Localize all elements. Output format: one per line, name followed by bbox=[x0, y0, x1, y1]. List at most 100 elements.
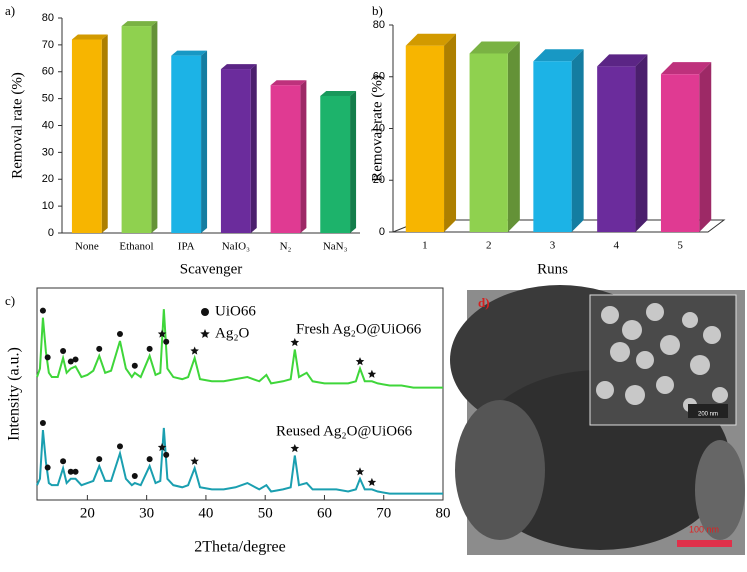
bar-top bbox=[660, 62, 712, 75]
y-axis-label: Removal rate (%) bbox=[9, 72, 25, 179]
uio66-marker bbox=[60, 458, 67, 465]
uio66-marker bbox=[44, 464, 51, 471]
bar-top bbox=[270, 80, 307, 86]
inset-scale-box bbox=[688, 404, 728, 418]
annotation: Fresh Ag₂O@UiO66 bbox=[296, 321, 422, 337]
y-tick-label: 70 bbox=[42, 39, 54, 51]
y-tick-label: 80 bbox=[42, 12, 54, 24]
y-tick-label: 80 bbox=[373, 19, 385, 31]
bar-side bbox=[350, 90, 357, 233]
ag2o-marker bbox=[157, 329, 167, 338]
ag2o-marker bbox=[290, 444, 300, 453]
uio66-marker bbox=[131, 362, 138, 369]
bar-side bbox=[444, 33, 457, 233]
x-axis-label: Scavenger bbox=[180, 261, 242, 277]
bar-side bbox=[250, 64, 257, 233]
bar-side bbox=[635, 54, 648, 233]
bar bbox=[533, 61, 572, 232]
bar bbox=[597, 66, 636, 233]
uio66-marker bbox=[67, 358, 74, 365]
bar bbox=[171, 55, 202, 233]
x-tick-label: N₂ bbox=[280, 241, 292, 253]
bar bbox=[405, 45, 445, 233]
x-tick-label: 40 bbox=[198, 505, 213, 521]
bar-top bbox=[469, 41, 520, 54]
legend-symbol bbox=[200, 329, 210, 338]
uio66-marker bbox=[96, 456, 103, 463]
scale-bar bbox=[677, 540, 732, 547]
legend-label: UiO66 bbox=[215, 303, 256, 319]
bar-top bbox=[533, 49, 584, 62]
uio66-marker bbox=[60, 347, 67, 354]
y-axis-label: Removal rate (%) bbox=[369, 75, 385, 182]
uio66-marker bbox=[116, 331, 123, 337]
panel-label: d) bbox=[478, 295, 490, 310]
ag2o-marker bbox=[190, 456, 199, 465]
bar bbox=[270, 85, 301, 233]
y-tick-label: 0 bbox=[48, 227, 54, 239]
ag2o-marker bbox=[157, 442, 167, 452]
x-axis-label: 2Theta/degree bbox=[194, 539, 286, 556]
x-tick-label: 2 bbox=[486, 240, 492, 252]
uio66-marker bbox=[131, 473, 138, 480]
ag2o-marker bbox=[355, 467, 365, 476]
bar-top bbox=[405, 33, 457, 46]
x-tick-label: 30 bbox=[139, 505, 154, 521]
bar-side bbox=[571, 49, 584, 232]
bar-top bbox=[220, 64, 257, 70]
x-tick-label: NaN₃ bbox=[323, 241, 348, 253]
bar-side bbox=[201, 50, 208, 233]
x-tick-label: 1 bbox=[422, 240, 428, 252]
x-tick-label: 50 bbox=[258, 505, 273, 521]
legend-label: Ag₂O bbox=[215, 325, 250, 341]
x-tick-label: 70 bbox=[376, 505, 391, 521]
uio66-marker bbox=[163, 338, 170, 345]
annotation: Reused Ag₂O@UiO66 bbox=[276, 423, 413, 439]
y-axis-label: Intensity (a.u.) bbox=[6, 347, 23, 441]
uio66-marker bbox=[39, 307, 46, 314]
ag2o-marker bbox=[355, 357, 365, 366]
y-tick-label: 60 bbox=[373, 71, 385, 83]
y-tick-label: 50 bbox=[42, 93, 54, 105]
particle bbox=[455, 400, 545, 540]
panel-label: c) bbox=[5, 293, 15, 308]
y-tick-label: 40 bbox=[373, 122, 385, 134]
bar-top bbox=[320, 90, 357, 96]
x-tick-label: IPA bbox=[178, 241, 195, 253]
bar-top bbox=[71, 34, 108, 40]
uio66-marker bbox=[39, 420, 46, 427]
panel-label: b) bbox=[372, 3, 383, 18]
pattern-line bbox=[36, 427, 443, 495]
uio66-marker bbox=[44, 354, 51, 361]
x-tick-label: 3 bbox=[550, 240, 556, 252]
bar-top bbox=[597, 54, 648, 67]
plot-frame bbox=[36, 287, 444, 501]
y-tick-label: 30 bbox=[42, 146, 54, 158]
x-tick-label: 20 bbox=[80, 505, 95, 521]
y-tick-label: 40 bbox=[42, 119, 54, 131]
bar bbox=[220, 69, 251, 233]
bar bbox=[320, 95, 351, 233]
bar-side bbox=[151, 21, 158, 233]
x-tick-label: 80 bbox=[436, 505, 451, 521]
ag2o-marker bbox=[290, 338, 300, 347]
x-tick-label: 5 bbox=[677, 240, 683, 252]
x-tick-label: 4 bbox=[614, 240, 620, 252]
uio66-marker bbox=[146, 456, 153, 463]
bar-side bbox=[300, 80, 307, 233]
ag2o-marker bbox=[190, 346, 199, 355]
bar bbox=[121, 26, 152, 233]
bar-top bbox=[121, 21, 158, 27]
bar bbox=[660, 74, 700, 232]
y-tick-label: 20 bbox=[373, 174, 385, 186]
y-tick-label: 0 bbox=[379, 226, 385, 238]
uio66-marker bbox=[67, 468, 74, 475]
uio66-marker bbox=[116, 443, 123, 450]
inset-scale-text: 200 nm bbox=[698, 412, 718, 418]
x-tick-label: None bbox=[75, 241, 99, 253]
legend-symbol bbox=[201, 308, 209, 316]
x-tick-label: Ethanol bbox=[119, 241, 153, 253]
inset-spheres bbox=[596, 303, 728, 412]
bar-side bbox=[507, 41, 520, 233]
